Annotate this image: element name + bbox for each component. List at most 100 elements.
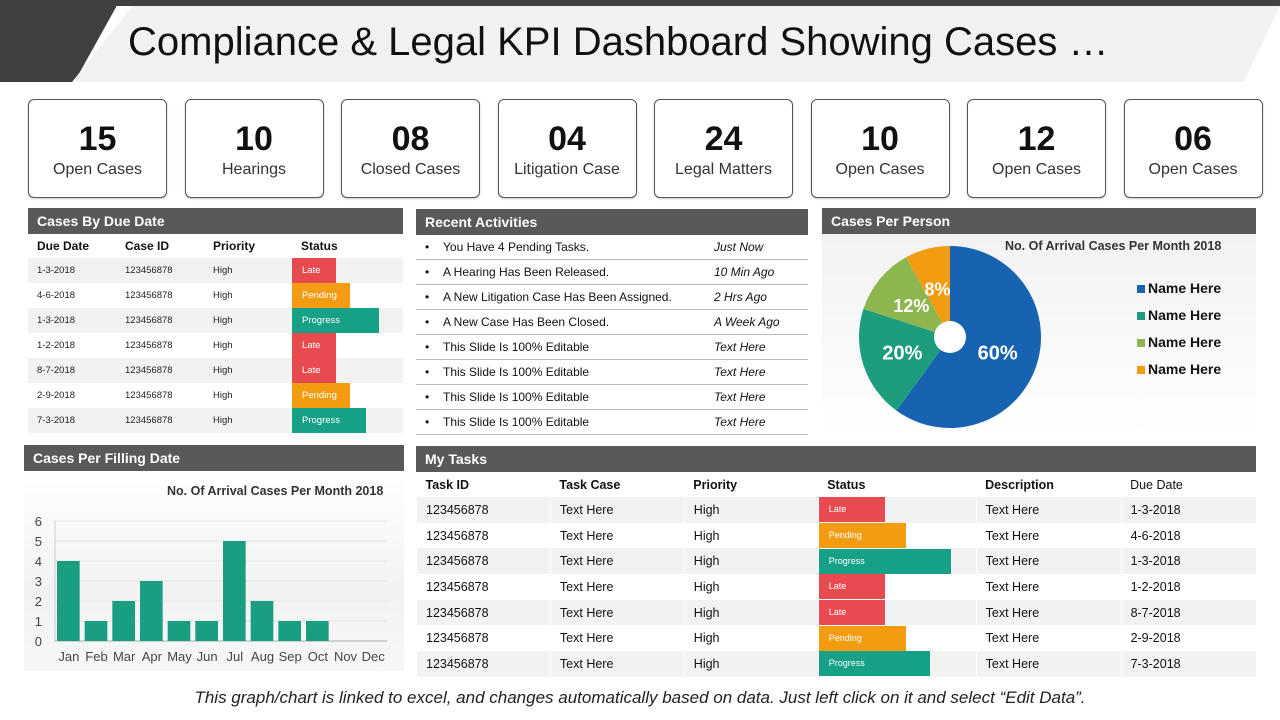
column-header: Priority [213,239,256,253]
status-cell: Late [292,258,403,283]
kpi-label: Legal Matters [675,161,772,178]
y-tick-label: 4 [35,554,42,569]
table-cell: Text Here [975,497,1122,523]
status-cell: Late [292,358,403,383]
activity-item: This Slide Is 100% Editable Text Here [416,360,808,385]
bar [195,621,218,641]
x-tick-label: Jun [197,649,218,664]
table-cell: 7-3-2018 [28,408,116,433]
table-cell: 123456878 [416,548,551,575]
kpi-label: Open Cases [1148,161,1238,178]
table-cell: Text Here [549,599,685,626]
status-badge: Progress [818,548,951,574]
table-row: 7-3-2018 123456878 High Progress [28,408,403,433]
column-header: Description [985,477,1054,492]
legend-label: Name Here [1148,307,1222,323]
kpi-value: 24 [704,120,743,158]
status-cell: Pending [817,522,977,549]
table-row: 123456878 Text Here High Late Text Here 1-2-2… [416,574,1256,600]
table-row: 123456878 Text Here High Progress Text Here 1… [416,548,1256,575]
table-cell: High [204,333,292,358]
table-cell: 7-3-2018 [1120,651,1256,677]
pie-data-label: 12% [893,296,929,316]
status-badge: Late [818,600,885,626]
activity-item: A New Case Has Been Closed. A Week Ago [416,310,808,335]
table-cell: 123456878 [116,358,204,383]
bar [167,621,191,641]
x-tick-label: Aug [251,649,274,664]
legend-item: Name Here [1137,361,1221,377]
x-tick-label: Oct [308,649,329,664]
pie-hole [934,321,966,353]
column-header: Case ID [125,239,170,253]
column-header: Task ID [425,477,470,492]
y-tick-label: 5 [35,534,42,549]
table-cell: 4-6-2018 [1120,522,1256,549]
legend-swatch [1137,285,1145,293]
kpi-value: 12 [1017,120,1056,158]
table-cell: High [204,308,292,333]
table-cell: High [204,358,292,383]
table-cell: 1-3-2018 [1120,548,1256,575]
table-cell: 8-7-2018 [28,358,116,383]
status-cell: Late [817,574,977,600]
kpi-label: Open Cases [835,161,925,178]
my-tasks-header: My Tasks [416,446,1256,472]
activity-item: A Hearing Has Been Released. 10 Min Ago [416,260,808,285]
status-cell: Progress [817,651,977,677]
column-header: Priority [693,477,738,492]
bar [250,601,274,641]
table-row: 123456878 Text Here High Pending Text Here 4-… [416,522,1256,549]
top-bar [0,0,1280,6]
table-row: 123456878 Text Here High Late Text Here 1-3-2… [416,497,1256,523]
pie-slice [863,257,950,337]
activity-time: Text Here [714,415,766,429]
activity-text: This Slide Is 100% Editable [443,415,590,429]
cases-per-person-header: Cases Per Person [822,208,1256,234]
bar-chart-title: No. Of Arrival Cases Per Month 2018 [167,484,384,498]
activity-time: Text Here [714,365,766,379]
kpi-card: 08 Closed Cases [341,99,480,198]
table-cell: 2-9-2018 [1120,625,1256,652]
table-cell: High [204,383,292,408]
column-header: Status [827,477,866,492]
table-cell: 123456878 [416,599,551,626]
table-cell: 1-2-2018 [1120,574,1256,600]
legend-item: Name Here [1137,307,1221,323]
pie-data-label: 8% [925,280,951,300]
activity-time: A Week Ago [714,315,780,329]
kpi-label: Litigation Case [514,161,620,178]
table-cell: 123456878 [416,651,551,677]
kpi-value: 04 [548,120,586,158]
table-row: 123456878 Text Here High Pending Text Here 2-… [416,625,1256,652]
legend-swatch [1137,339,1145,347]
kpi-card: 04 Litigation Case [497,99,637,198]
x-tick-label: Mar [113,649,136,664]
title-banner [72,6,1280,82]
activity-time: Text Here [714,390,766,404]
table-cell: 123456878 [116,408,204,433]
bar [223,541,246,641]
y-tick-label: 6 [35,514,42,529]
pie-slice [896,246,1041,428]
activity-time: Text Here [714,340,766,354]
activity-item: This Slide Is 100% Editable Text Here [416,335,808,360]
table-row: 8-7-2018 123456878 High Late [28,358,403,383]
kpi-value: 10 [235,120,273,158]
table-cell: 123456878 [416,625,551,652]
table-cell: Text Here [975,522,1122,549]
activity-item: A New Litigation Case Has Been Assigned.… [416,285,808,310]
table-cell: 123456878 [416,522,551,549]
kpi-card: 12 Open Cases [967,99,1106,198]
table-cell: 1-3-2018 [1120,497,1256,523]
pie-slice [906,246,950,337]
y-tick-label: 1 [35,614,42,629]
table-cell: Text Here [549,574,685,600]
table-cell: Text Here [549,625,685,652]
status-badge: Pending [818,625,906,651]
status-cell: Progress [292,308,403,333]
table-cell: 123456878 [416,574,551,600]
kpi-value: 15 [78,120,117,158]
status-cell: Pending [817,625,977,652]
kpi-label: Closed Cases [360,161,461,178]
